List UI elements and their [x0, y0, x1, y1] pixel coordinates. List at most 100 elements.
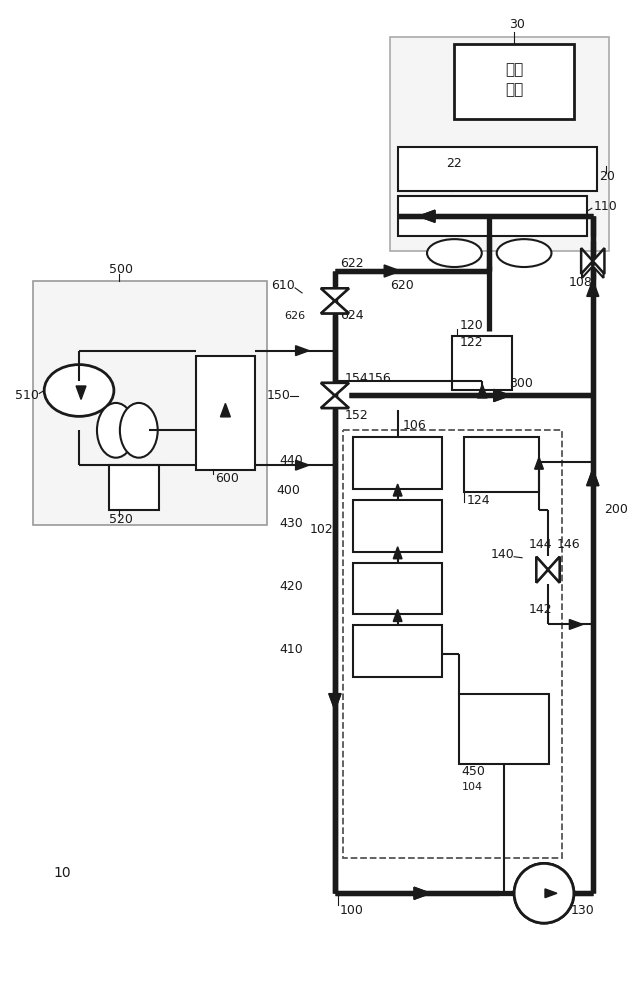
Text: 108: 108	[569, 276, 592, 289]
Polygon shape	[537, 557, 548, 583]
Text: 电池: 电池	[505, 82, 523, 97]
Text: 150: 150	[266, 389, 290, 402]
Polygon shape	[478, 385, 487, 398]
Bar	[398, 196, 587, 236]
Text: 120: 120	[459, 319, 483, 332]
Text: 22: 22	[446, 157, 462, 170]
Polygon shape	[535, 457, 544, 469]
Ellipse shape	[497, 239, 551, 267]
Polygon shape	[393, 484, 402, 496]
Text: 624: 624	[340, 309, 363, 322]
Bar	[455, 44, 574, 119]
Polygon shape	[393, 547, 402, 559]
Text: 110: 110	[594, 200, 617, 213]
Polygon shape	[329, 694, 341, 710]
Polygon shape	[587, 280, 599, 296]
Text: 510: 510	[15, 389, 39, 402]
Polygon shape	[384, 265, 401, 277]
Text: 400: 400	[276, 484, 300, 497]
Polygon shape	[321, 395, 349, 408]
Bar	[353, 437, 443, 489]
Ellipse shape	[44, 365, 114, 416]
Polygon shape	[220, 403, 231, 417]
Bar	[33, 281, 267, 525]
Text: 106: 106	[403, 419, 426, 432]
Bar	[353, 563, 443, 614]
Text: 200: 200	[604, 503, 627, 516]
Text: 622: 622	[340, 257, 363, 270]
Text: 102: 102	[310, 523, 334, 536]
Bar	[398, 147, 597, 191]
Polygon shape	[321, 383, 349, 395]
Polygon shape	[321, 288, 349, 301]
Polygon shape	[545, 889, 557, 898]
Text: 104: 104	[462, 782, 483, 792]
Ellipse shape	[120, 403, 157, 458]
Polygon shape	[296, 346, 309, 356]
Text: 130: 130	[571, 904, 594, 917]
Polygon shape	[587, 469, 599, 486]
Polygon shape	[548, 557, 559, 583]
Text: 30: 30	[509, 18, 525, 31]
Bar	[459, 694, 549, 764]
Polygon shape	[321, 288, 349, 301]
Polygon shape	[414, 887, 431, 899]
Text: 燃料: 燃料	[505, 62, 523, 77]
Text: 152: 152	[345, 409, 369, 422]
Polygon shape	[593, 248, 605, 274]
Ellipse shape	[427, 239, 482, 267]
Text: 600: 600	[215, 472, 239, 485]
Polygon shape	[393, 610, 402, 621]
Polygon shape	[494, 389, 510, 401]
Polygon shape	[537, 557, 548, 583]
Text: 146: 146	[557, 538, 580, 551]
Polygon shape	[582, 254, 593, 278]
Text: 440: 440	[279, 454, 303, 467]
Polygon shape	[548, 557, 559, 583]
Bar	[390, 37, 609, 251]
Polygon shape	[321, 301, 349, 313]
Polygon shape	[321, 383, 349, 395]
Polygon shape	[593, 254, 603, 278]
Text: 142: 142	[529, 603, 552, 616]
Polygon shape	[494, 389, 510, 401]
Circle shape	[514, 863, 574, 923]
Text: 156: 156	[368, 372, 392, 385]
Polygon shape	[545, 889, 557, 898]
Text: 500: 500	[109, 263, 133, 276]
Text: 10: 10	[53, 866, 70, 880]
Text: 420: 420	[279, 580, 303, 593]
Polygon shape	[76, 386, 86, 399]
Polygon shape	[321, 301, 349, 313]
Polygon shape	[296, 460, 309, 470]
Polygon shape	[329, 694, 341, 710]
Text: 124: 124	[466, 493, 490, 506]
Polygon shape	[587, 469, 599, 486]
Polygon shape	[581, 248, 593, 274]
Polygon shape	[414, 887, 431, 899]
Text: 610: 610	[271, 279, 295, 292]
Circle shape	[514, 863, 574, 923]
Text: 430: 430	[279, 517, 303, 530]
Polygon shape	[321, 395, 349, 408]
Polygon shape	[570, 620, 583, 629]
Text: 450: 450	[462, 765, 485, 778]
Polygon shape	[418, 210, 435, 222]
Text: 620: 620	[390, 279, 413, 292]
Text: 144: 144	[529, 538, 552, 551]
Ellipse shape	[97, 403, 135, 458]
Text: 520: 520	[109, 513, 133, 526]
Bar	[353, 500, 443, 552]
Text: 20: 20	[599, 170, 615, 183]
Text: 626: 626	[284, 311, 305, 321]
Text: 140: 140	[490, 548, 514, 561]
Bar	[109, 465, 159, 510]
Bar	[343, 430, 562, 858]
Bar	[353, 625, 443, 677]
Text: 300: 300	[509, 377, 533, 390]
Text: 154: 154	[345, 372, 369, 385]
Text: 100: 100	[340, 904, 364, 917]
Bar	[452, 336, 512, 390]
Bar	[196, 356, 255, 470]
Text: 122: 122	[459, 336, 483, 349]
